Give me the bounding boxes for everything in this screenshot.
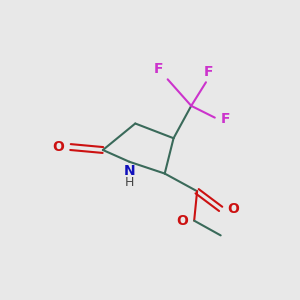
Text: O: O xyxy=(227,202,239,216)
Text: F: F xyxy=(221,112,230,126)
Text: H: H xyxy=(125,176,134,190)
Text: F: F xyxy=(204,65,214,79)
Text: O: O xyxy=(176,214,188,228)
Text: F: F xyxy=(154,62,163,76)
Text: N: N xyxy=(124,164,135,178)
Text: O: O xyxy=(52,140,64,154)
